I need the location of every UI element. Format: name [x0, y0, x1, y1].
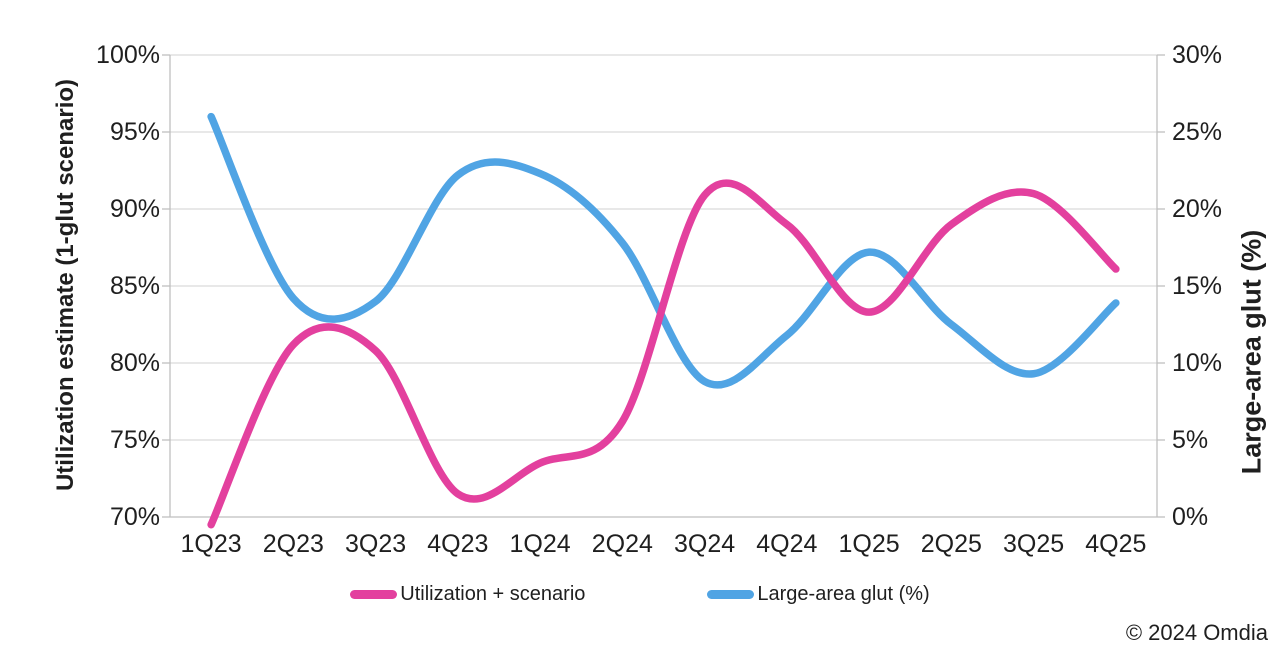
- left-axis-title: Utilization estimate (1-glut scenario): [52, 78, 79, 492]
- copyright-credit: © 2024 Omdia: [1125, 620, 1268, 645]
- utilization-line-swatch: [350, 589, 398, 599]
- y-right-tick-label: 0%: [1172, 503, 1209, 531]
- y-left-tick-label: 85%: [109, 272, 160, 300]
- series-line-glut: [207, 112, 1120, 389]
- x-tick-label: 4Q23: [427, 530, 489, 558]
- legend: Utilization + scenario Large-area glut (…: [0, 582, 1280, 606]
- legend-label-glut: Large-area glut (%): [757, 583, 930, 605]
- y-left-tick-label: 80%: [109, 349, 160, 377]
- y-left-tick-label: 90%: [109, 195, 160, 223]
- x-tick-label: 1Q24: [509, 530, 571, 558]
- y-right-tick-label: 5%: [1172, 426, 1209, 454]
- y-right-tick-label: 10%: [1172, 349, 1223, 377]
- y-right-tick-label: 25%: [1172, 118, 1223, 146]
- legend-label-utilization: Utilization + scenario: [400, 583, 586, 605]
- x-tick-label: 1Q25: [838, 530, 900, 558]
- y-left-tick-label: 75%: [109, 426, 160, 454]
- x-tick-label: 4Q25: [1085, 530, 1147, 558]
- y-left-tick-label: 100%: [96, 41, 160, 69]
- y-right-tick-label: 30%: [1172, 41, 1223, 69]
- x-tick-label: 4Q24: [756, 530, 818, 558]
- glut-line-swatch: [707, 589, 755, 599]
- x-tick-label: 3Q23: [345, 530, 407, 558]
- y-left-tick-label: 95%: [109, 118, 160, 146]
- y-right-tick-label: 20%: [1172, 195, 1223, 223]
- x-tick-label: 3Q25: [1003, 530, 1065, 558]
- x-tick-label: 2Q23: [262, 530, 324, 558]
- legend-item-glut: Large-area glut (%): [707, 582, 930, 606]
- y-left-tick-label: 70%: [109, 503, 160, 531]
- series-line-utilization: [207, 179, 1120, 529]
- x-tick-label: 2Q25: [920, 530, 982, 558]
- x-tick-label: 3Q24: [674, 530, 736, 558]
- legend-item-utilization: Utilization + scenario: [350, 582, 585, 606]
- y-right-tick-label: 15%: [1172, 272, 1223, 300]
- x-tick-label: 2Q24: [591, 530, 653, 558]
- x-tick-label: 1Q23: [180, 530, 242, 558]
